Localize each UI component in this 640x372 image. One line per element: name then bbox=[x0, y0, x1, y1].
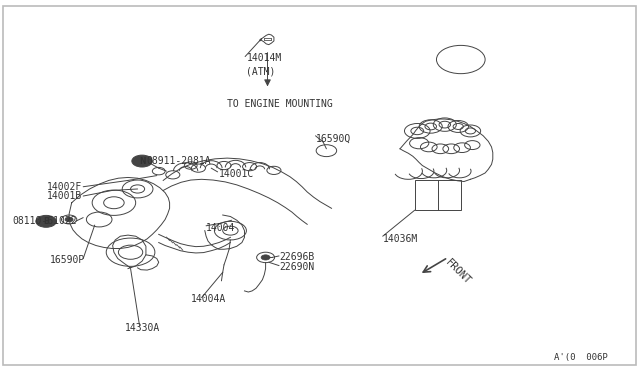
Text: 22690N: 22690N bbox=[279, 262, 314, 272]
Text: 08911-2081A: 08911-2081A bbox=[146, 156, 211, 166]
Text: TO ENGINE MOUNTING: TO ENGINE MOUNTING bbox=[227, 99, 333, 109]
Circle shape bbox=[65, 217, 73, 222]
Text: 16590P: 16590P bbox=[50, 255, 85, 264]
Text: A'(0  006P: A'(0 006P bbox=[554, 353, 607, 362]
Text: 14330A: 14330A bbox=[125, 323, 160, 333]
Text: 14002F: 14002F bbox=[47, 182, 82, 192]
Text: 22696B: 22696B bbox=[279, 253, 314, 262]
Circle shape bbox=[132, 155, 152, 167]
Circle shape bbox=[261, 255, 270, 260]
Text: FRONT: FRONT bbox=[443, 257, 472, 287]
Text: 14001B: 14001B bbox=[47, 192, 82, 201]
Text: 14004: 14004 bbox=[206, 223, 236, 232]
Text: 14004A: 14004A bbox=[191, 295, 226, 304]
Text: 16590Q: 16590Q bbox=[316, 134, 351, 143]
Text: 08110-61022: 08110-61022 bbox=[13, 217, 77, 226]
Text: N: N bbox=[139, 157, 145, 166]
Text: 14014M: 14014M bbox=[246, 53, 282, 62]
Text: (ATM): (ATM) bbox=[246, 67, 276, 76]
Circle shape bbox=[36, 215, 56, 227]
Text: 14001C: 14001C bbox=[219, 169, 254, 179]
Text: B: B bbox=[44, 217, 49, 226]
Text: 14036M: 14036M bbox=[383, 234, 418, 244]
